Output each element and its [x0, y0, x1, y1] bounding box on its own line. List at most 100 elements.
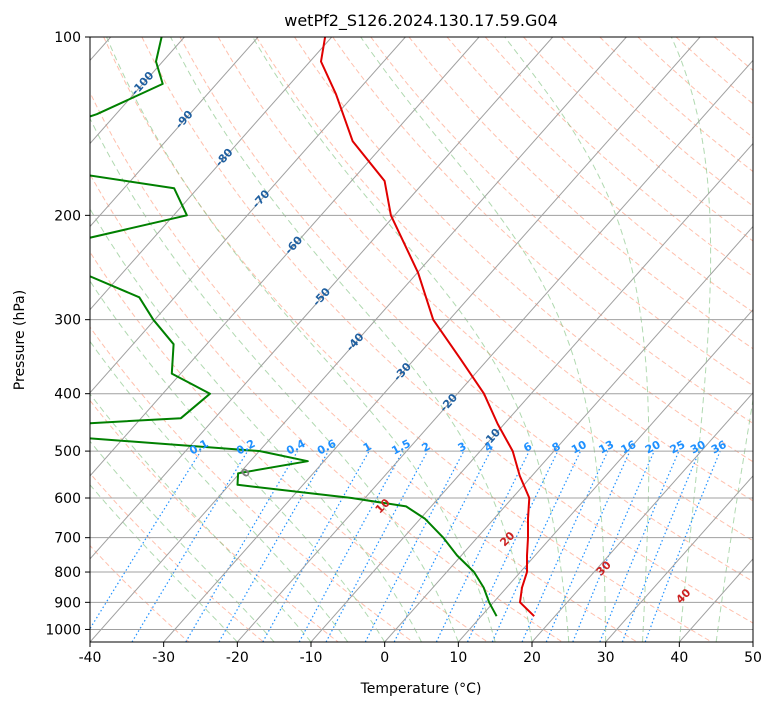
- moist-adiabat: [170, 37, 533, 642]
- dry-adiabat: [408, 37, 753, 350]
- mixing-ratio-line: [521, 450, 609, 642]
- x-tick-label: 20: [523, 650, 541, 666]
- y-tick-label: 200: [54, 208, 81, 224]
- x-tick-label: -10: [300, 650, 323, 666]
- moist-adiabat: [90, 117, 459, 642]
- y-tick-label: 700: [54, 531, 81, 547]
- isotherm-line: [90, 37, 185, 145]
- moist-adiabat: [504, 37, 650, 642]
- y-tick-label: 1000: [45, 622, 81, 638]
- mixing-ratio-line: [185, 450, 299, 642]
- mixing-ratio-line: [621, 450, 700, 642]
- mixing-ratio-label: 6: [521, 440, 534, 455]
- dry-adiabat: [141, 37, 753, 624]
- mixing-ratio-label: 0.6: [315, 437, 339, 458]
- dry-adiabat: [561, 37, 753, 207]
- mixing-ratio-label: 13: [597, 438, 617, 457]
- dry-adiabat: [637, 37, 753, 139]
- y-axis-label: Pressure (hPa): [12, 290, 28, 390]
- mixing-ratio-label: 2: [420, 440, 433, 455]
- mixing-ratio-line: [262, 450, 370, 642]
- isotherm-line: [236, 59, 753, 642]
- mixing-ratio-line: [545, 450, 631, 642]
- mixing-ratio-label: 0.2: [234, 437, 257, 458]
- dry-adiabat: [599, 37, 753, 173]
- moist-adiabat: [252, 37, 570, 642]
- dry-adiabat: [103, 37, 712, 642]
- profile-lines: [90, 37, 535, 617]
- dry-adiabat: [484, 37, 753, 277]
- dry-adiabat: [255, 37, 753, 502]
- isotherm-line: [531, 391, 753, 642]
- mixing-ratio-label: 3: [456, 440, 469, 455]
- mixing-ratio-line: [393, 450, 491, 642]
- dry-adiabat: [217, 37, 753, 542]
- isotherm-line: [163, 37, 701, 642]
- moist-adiabat-label: 30: [594, 558, 614, 578]
- mixing-ratio-line: [218, 450, 329, 642]
- dry-adiabat: [446, 37, 753, 313]
- isotherm-line: [90, 37, 627, 642]
- moist-adiabat-label: 10: [373, 496, 393, 516]
- y-tick-label: 500: [54, 444, 81, 460]
- mixing-ratio-line: [599, 450, 680, 642]
- moist-adiabat-label: 20: [497, 529, 517, 549]
- y-axis-ticks: 100 200 300 400 500 600 700 800 900 1000: [45, 30, 90, 638]
- dry-adiabat: [675, 37, 753, 105]
- y-tick-label: 900: [54, 595, 81, 611]
- x-axis-label: Temperature (°C): [360, 681, 482, 697]
- y-tick-label: 100: [54, 30, 81, 46]
- dry-adiabat: [90, 399, 339, 642]
- dry-adiabat: [179, 37, 753, 583]
- mixing-ratio-line: [90, 450, 202, 630]
- moist-adiabat: [106, 37, 496, 642]
- x-tick-label: -30: [152, 650, 175, 666]
- isotherm-line: [310, 142, 753, 642]
- isotherm-line: [752, 641, 753, 642]
- mixing-ratio-label: 0.4: [284, 437, 308, 458]
- dry-adiabat: [523, 37, 753, 242]
- mixing-ratio-line: [572, 450, 655, 642]
- dry-adiabat: [90, 91, 638, 642]
- mixing-ratio-line: [466, 450, 559, 642]
- mixing-ratio-line: [298, 450, 404, 642]
- y-tick-label: 800: [54, 565, 81, 581]
- y-tick-label: 300: [54, 313, 81, 329]
- x-tick-label: 40: [670, 650, 688, 666]
- temperature-line: [320, 37, 535, 617]
- mixing-ratio-label: 10: [569, 438, 589, 457]
- moist-adiabat: [90, 280, 386, 642]
- x-tick-label: -40: [79, 650, 102, 666]
- moist-adiabat: [715, 396, 753, 642]
- dry-adiabat: [90, 251, 488, 642]
- plot-frame: [89, 36, 754, 643]
- isotherm-line: [90, 37, 480, 477]
- isotherm-line: [90, 37, 333, 311]
- y-tick-label: 600: [54, 491, 81, 507]
- moist-adiabat-label: 40: [673, 586, 693, 606]
- moist-adiabat: [90, 340, 349, 642]
- mixing-ratio-label: 1: [361, 440, 374, 455]
- background-lines: [90, 37, 753, 642]
- mixing-ratio-label: 36: [709, 438, 729, 457]
- x-tick-label: -20: [226, 650, 249, 666]
- moist-adiabat: [90, 393, 312, 642]
- grid-lines: [90, 37, 753, 642]
- chart-title: wetPf2_S126.2024.130.17.59.G04: [284, 11, 558, 31]
- isotherm-line: [90, 37, 554, 560]
- mixing-ratio-line: [325, 450, 429, 642]
- moist-adiabat: [90, 484, 238, 642]
- moist-adiabat: [670, 37, 712, 642]
- x-axis-ticks: -40 -30 -20 -10 0 10 20 30 40 50: [79, 642, 762, 666]
- moist-adiabat: [90, 440, 275, 642]
- mixing-ratio-label: 16: [619, 438, 639, 457]
- x-tick-label: 50: [744, 650, 762, 666]
- x-tick-label: 30: [597, 650, 615, 666]
- isotherm-line: [457, 308, 753, 642]
- dewpoint-line: [90, 37, 498, 617]
- mixing-ratio-label: 20: [643, 438, 663, 457]
- y-tick-label: 400: [54, 387, 81, 403]
- isotherm-line: [90, 37, 406, 394]
- isotherm-line: [605, 475, 753, 642]
